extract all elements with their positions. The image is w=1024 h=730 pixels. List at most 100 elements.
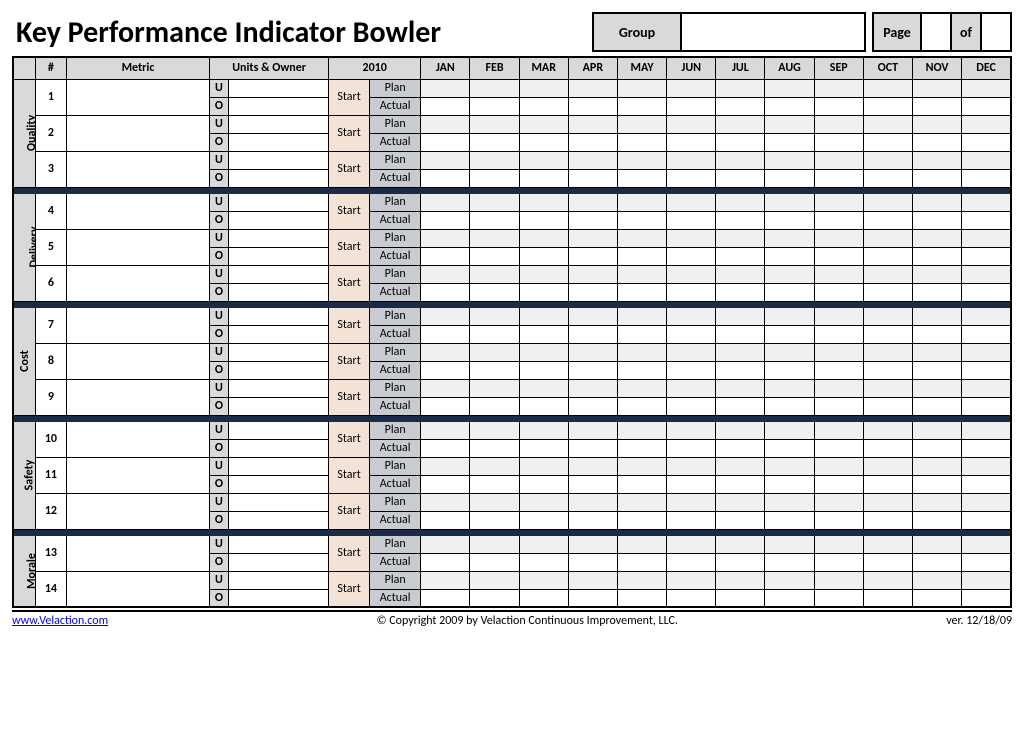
month-cell[interactable] (814, 589, 863, 607)
month-cell[interactable] (912, 265, 961, 283)
month-cell[interactable] (421, 421, 470, 439)
month-cell[interactable] (912, 493, 961, 511)
month-cell[interactable] (421, 343, 470, 361)
month-cell[interactable] (617, 229, 666, 247)
month-cell[interactable] (667, 475, 716, 493)
month-cell[interactable] (470, 265, 519, 283)
month-cell[interactable] (470, 589, 519, 607)
month-cell[interactable] (765, 265, 814, 283)
month-cell[interactable] (716, 421, 765, 439)
month-cell[interactable] (568, 211, 617, 229)
month-cell[interactable] (519, 475, 568, 493)
month-cell[interactable] (617, 307, 666, 325)
month-cell[interactable] (863, 193, 912, 211)
month-cell[interactable] (617, 553, 666, 571)
units-value[interactable] (228, 265, 328, 283)
month-cell[interactable] (962, 571, 1011, 589)
month-cell[interactable] (814, 265, 863, 283)
owner-value[interactable] (228, 133, 328, 151)
month-cell[interactable] (519, 283, 568, 301)
month-cell[interactable] (667, 115, 716, 133)
month-cell[interactable] (568, 535, 617, 553)
month-cell[interactable] (912, 397, 961, 415)
month-cell[interactable] (912, 553, 961, 571)
month-cell[interactable] (716, 379, 765, 397)
month-cell[interactable] (765, 439, 814, 457)
month-cell[interactable] (568, 589, 617, 607)
month-cell[interactable] (519, 79, 568, 97)
month-cell[interactable] (962, 361, 1011, 379)
month-cell[interactable] (863, 211, 912, 229)
month-cell[interactable] (421, 97, 470, 115)
month-cell[interactable] (912, 169, 961, 187)
month-cell[interactable] (470, 229, 519, 247)
month-cell[interactable] (962, 493, 1011, 511)
month-cell[interactable] (421, 133, 470, 151)
month-cell[interactable] (568, 133, 617, 151)
month-cell[interactable] (519, 307, 568, 325)
month-cell[interactable] (912, 151, 961, 169)
month-cell[interactable] (716, 133, 765, 151)
month-cell[interactable] (519, 247, 568, 265)
metric-name[interactable] (66, 115, 209, 151)
month-cell[interactable] (912, 79, 961, 97)
month-cell[interactable] (667, 343, 716, 361)
month-cell[interactable] (421, 151, 470, 169)
month-cell[interactable] (814, 97, 863, 115)
metric-name[interactable] (66, 571, 209, 607)
month-cell[interactable] (716, 397, 765, 415)
metric-name[interactable] (66, 535, 209, 571)
of-value[interactable] (982, 12, 1012, 52)
month-cell[interactable] (716, 151, 765, 169)
month-cell[interactable] (667, 97, 716, 115)
month-cell[interactable] (962, 265, 1011, 283)
month-cell[interactable] (470, 169, 519, 187)
month-cell[interactable] (765, 421, 814, 439)
month-cell[interactable] (765, 379, 814, 397)
month-cell[interactable] (863, 307, 912, 325)
month-cell[interactable] (568, 247, 617, 265)
month-cell[interactable] (519, 379, 568, 397)
month-cell[interactable] (765, 571, 814, 589)
month-cell[interactable] (814, 151, 863, 169)
month-cell[interactable] (912, 421, 961, 439)
owner-value[interactable] (228, 211, 328, 229)
month-cell[interactable] (568, 553, 617, 571)
month-cell[interactable] (568, 229, 617, 247)
month-cell[interactable] (962, 397, 1011, 415)
month-cell[interactable] (470, 511, 519, 529)
month-cell[interactable] (568, 397, 617, 415)
month-cell[interactable] (716, 79, 765, 97)
month-cell[interactable] (667, 589, 716, 607)
owner-value[interactable] (228, 169, 328, 187)
month-cell[interactable] (962, 97, 1011, 115)
month-cell[interactable] (962, 169, 1011, 187)
month-cell[interactable] (667, 247, 716, 265)
month-cell[interactable] (617, 511, 666, 529)
units-value[interactable] (228, 379, 328, 397)
month-cell[interactable] (716, 307, 765, 325)
month-cell[interactable] (421, 307, 470, 325)
month-cell[interactable] (617, 571, 666, 589)
month-cell[interactable] (765, 493, 814, 511)
owner-value[interactable] (228, 475, 328, 493)
month-cell[interactable] (519, 553, 568, 571)
month-cell[interactable] (912, 535, 961, 553)
month-cell[interactable] (863, 115, 912, 133)
month-cell[interactable] (519, 229, 568, 247)
month-cell[interactable] (470, 475, 519, 493)
month-cell[interactable] (962, 151, 1011, 169)
month-cell[interactable] (962, 379, 1011, 397)
month-cell[interactable] (765, 553, 814, 571)
month-cell[interactable] (568, 193, 617, 211)
month-cell[interactable] (962, 193, 1011, 211)
month-cell[interactable] (617, 439, 666, 457)
month-cell[interactable] (470, 97, 519, 115)
month-cell[interactable] (421, 493, 470, 511)
month-cell[interactable] (814, 115, 863, 133)
month-cell[interactable] (765, 169, 814, 187)
owner-value[interactable] (228, 553, 328, 571)
month-cell[interactable] (470, 439, 519, 457)
units-value[interactable] (228, 193, 328, 211)
month-cell[interactable] (667, 421, 716, 439)
